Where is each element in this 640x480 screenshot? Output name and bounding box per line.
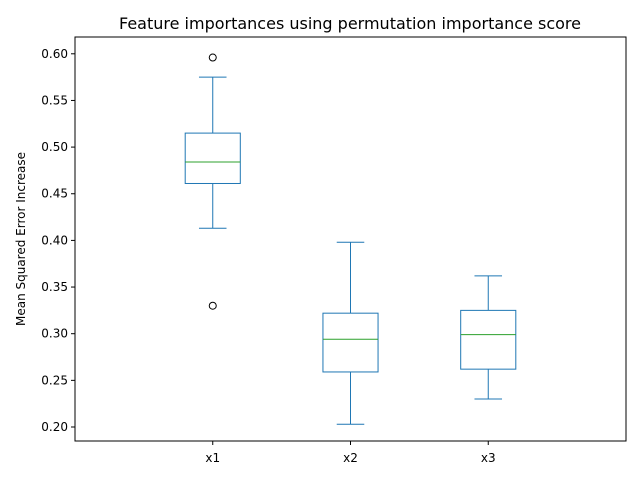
outlier-point	[208, 53, 217, 62]
y-tick-label: 0.40	[41, 233, 68, 247]
x-axis-ticks: x1 x2 x3	[205, 441, 496, 465]
y-tick-label: 0.50	[41, 140, 68, 154]
y-axis-ticks: 0.20 0.25 0.30 0.35 0.40 0.45 0.50 0.55 0.60	[41, 47, 75, 434]
box-iqr	[460, 309, 517, 370]
boxes	[184, 53, 517, 425]
x-tick-label: x2	[343, 451, 358, 465]
y-tick-label: 0.30	[41, 327, 68, 341]
y-axis-label: Mean Squared Error Increase	[14, 152, 28, 326]
chart-title: Feature importances using permutation im…	[119, 14, 581, 33]
y-tick-label: 0.20	[41, 420, 68, 434]
plot-frame	[74, 36, 627, 442]
box-x3	[460, 275, 517, 400]
y-tick-label: 0.25	[41, 373, 68, 387]
box-iqr	[322, 312, 379, 373]
y-tick-label: 0.35	[41, 280, 68, 294]
y-tick-label: 0.60	[41, 47, 68, 61]
box-iqr	[184, 132, 241, 184]
outlier-point	[208, 301, 217, 310]
y-tick-label: 0.45	[41, 187, 68, 201]
x-tick-label: x1	[205, 451, 220, 465]
y-tick-label: 0.55	[41, 93, 68, 107]
box-x1	[184, 53, 241, 310]
x-tick-label: x3	[481, 451, 496, 465]
box-x2	[322, 241, 379, 425]
